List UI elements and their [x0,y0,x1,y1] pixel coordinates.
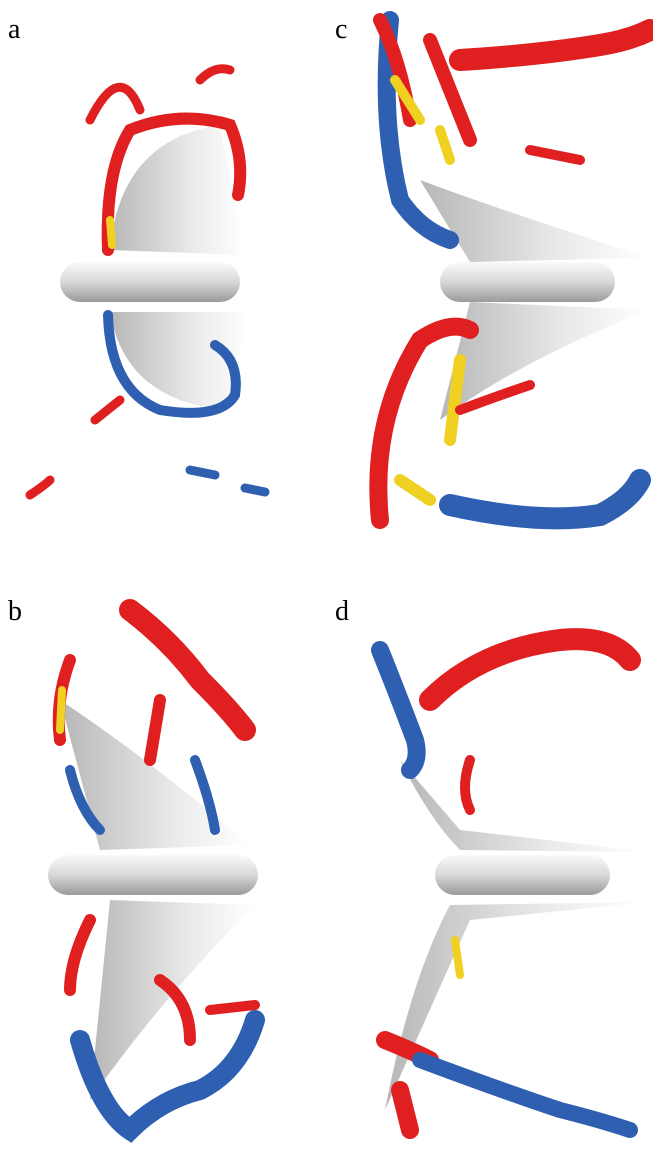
vortex [210,1005,255,1010]
vortex [455,940,460,975]
vortex [90,69,230,120]
vortex [460,30,650,60]
body [440,262,615,302]
vortex [60,690,62,730]
page: a c b d [0,0,653,1163]
vortex [110,220,112,245]
figure: a c b d [0,0,653,1163]
panel-label: a [8,14,21,45]
vortex [30,400,120,495]
body [48,855,258,895]
panel-label: d [335,596,349,627]
vortex-sheet [420,180,650,262]
vortex [380,650,417,770]
panel-label: c [335,14,347,45]
panel-b: b [8,596,258,1130]
panel-d: d [335,596,650,1130]
vortex-sheet [385,902,650,1110]
body [435,855,610,895]
vortex [450,480,640,518]
vortex [430,639,630,700]
vortex [130,610,245,730]
panel-c: c [335,14,650,520]
panel-label: b [8,596,22,627]
vortex [465,760,470,810]
panel-a: a [8,14,265,495]
body [60,262,240,302]
vortex-sheet [400,760,650,852]
vortex-sheet [110,125,245,255]
vortex [190,470,265,492]
vortex [420,1060,630,1130]
